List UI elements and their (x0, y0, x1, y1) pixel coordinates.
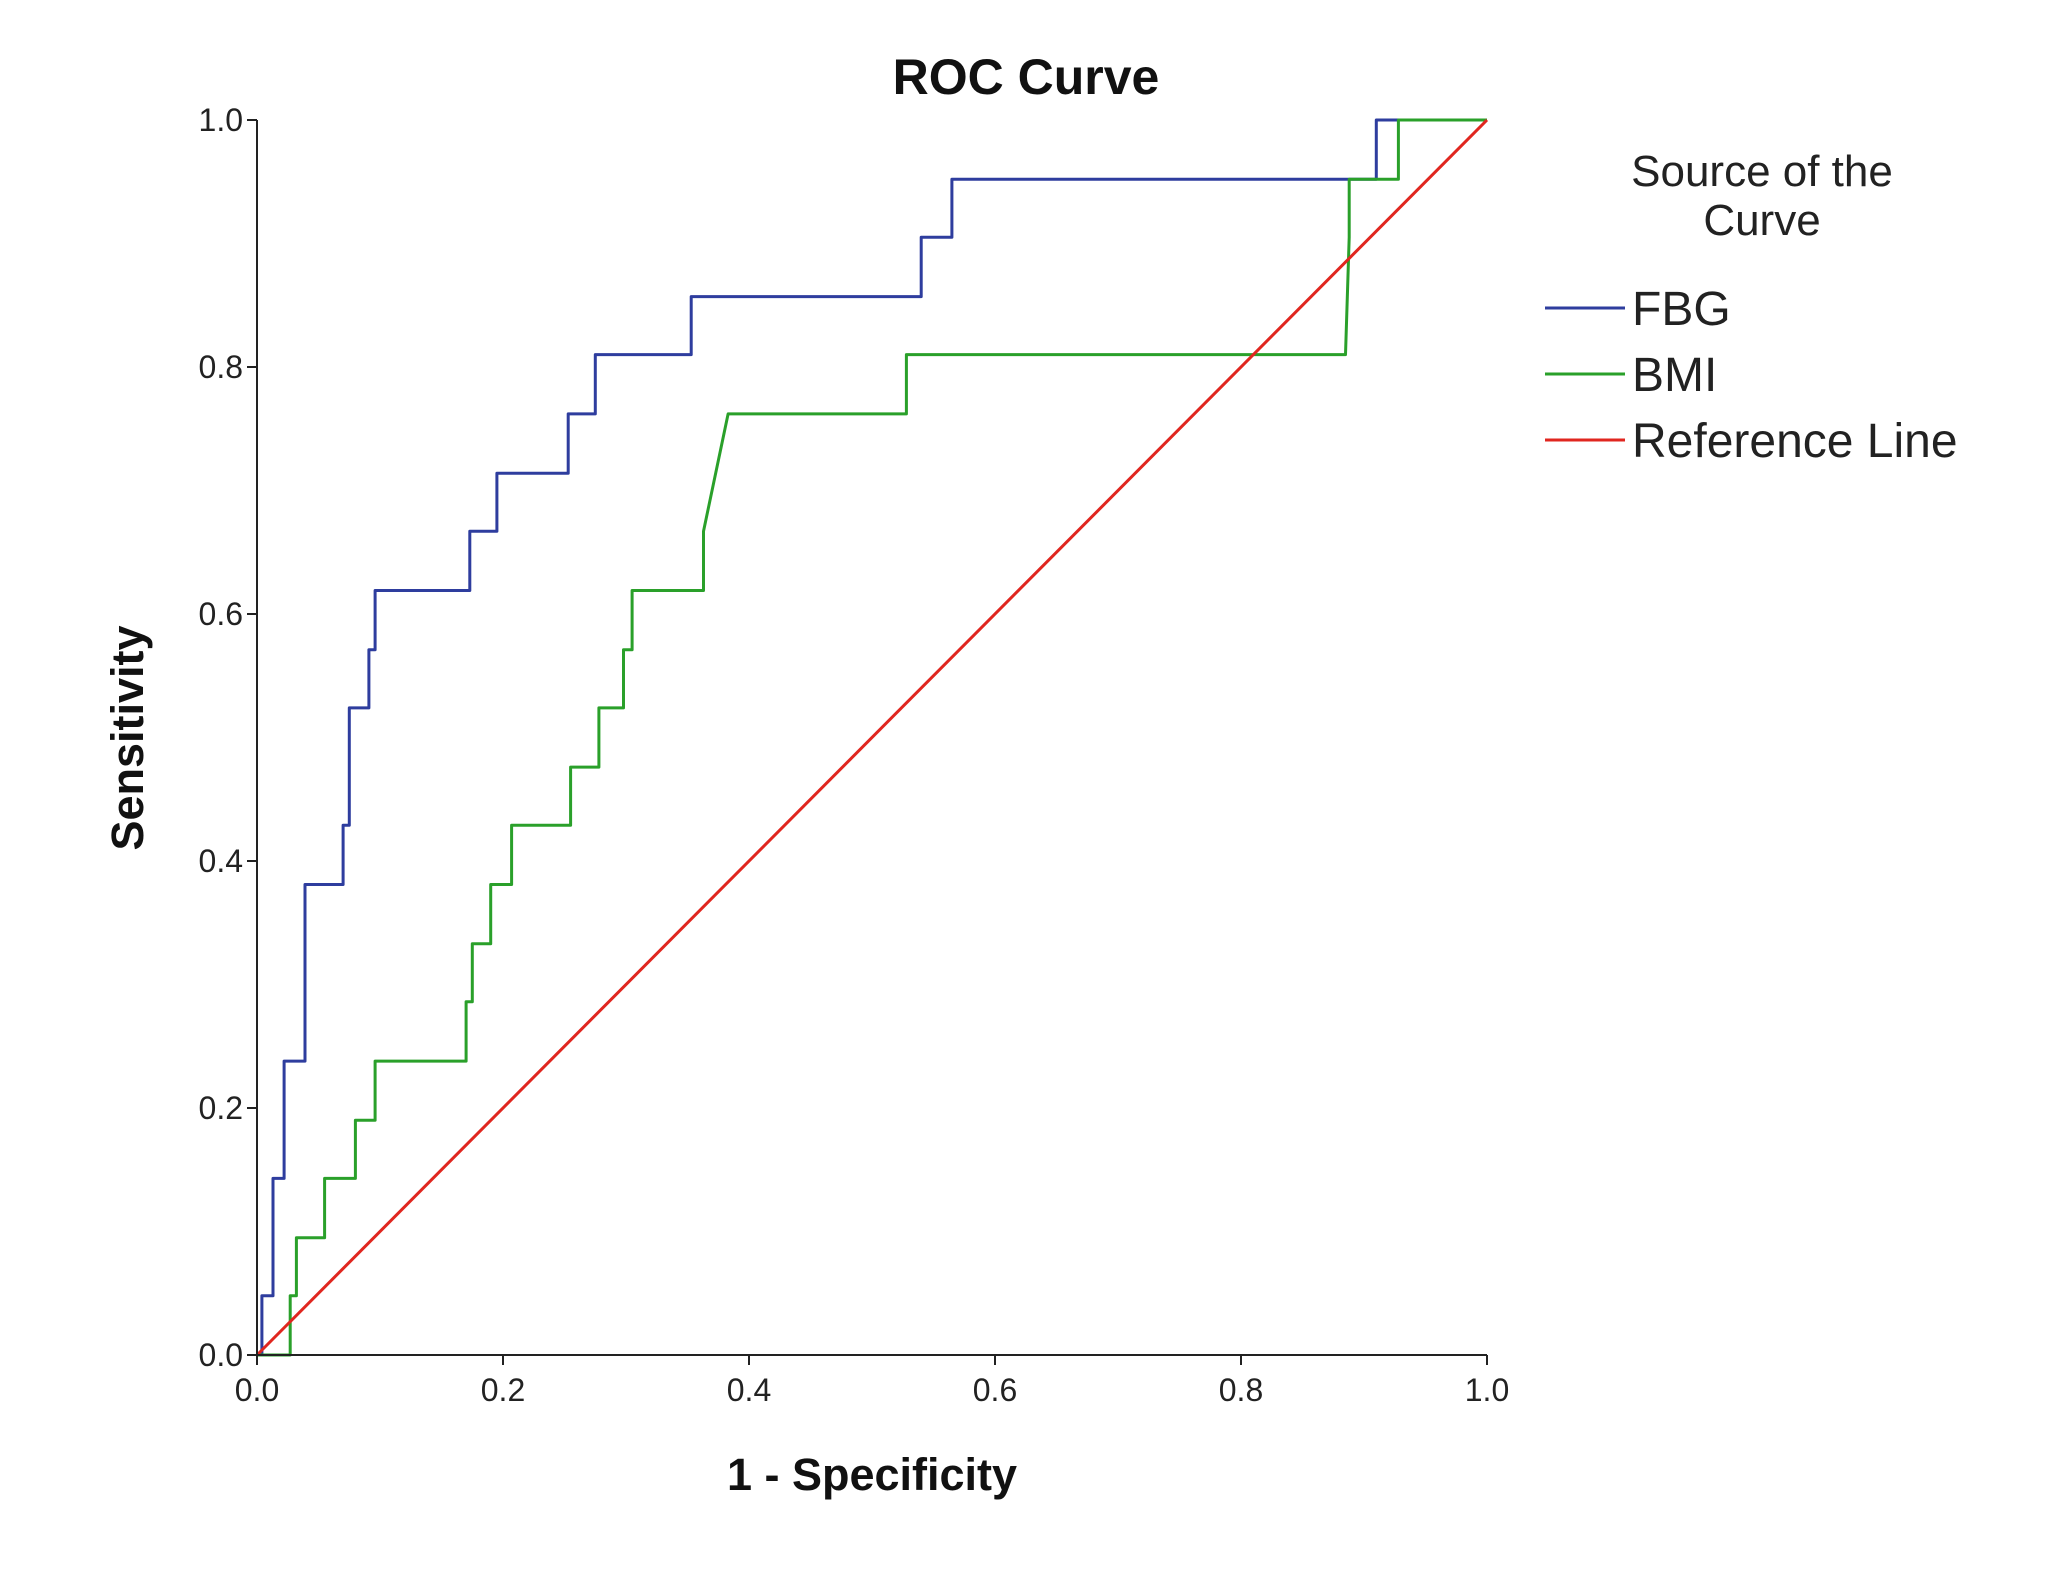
x-tick-label: 0.4 (727, 1372, 771, 1408)
y-ticks: 0.0 0.2 0.4 0.6 0.8 1.0 (199, 102, 257, 1373)
y-tick-label: 0.6 (199, 596, 243, 632)
x-tick-label: 0.6 (973, 1372, 1017, 1408)
legend-title-line-2: Curve (1703, 196, 1820, 245)
x-tick-label: 1.0 (1465, 1372, 1509, 1408)
x-axis-title: 1 - Specificity (727, 1449, 1017, 1500)
y-tick-label: 0.8 (199, 349, 243, 385)
y-tick-label: 0.2 (199, 1090, 243, 1126)
curves (255, 118, 1489, 1357)
y-tick-label: 1.0 (199, 102, 243, 138)
series-line-reference-line (255, 118, 1489, 1357)
series-line-bmi (257, 118, 1487, 1357)
legend-label-reference-line: Reference Line (1632, 415, 1958, 468)
legend-label-fbg: FBG (1632, 283, 1731, 336)
series-line-fbg (257, 118, 1487, 1357)
x-tick-label: 0.2 (481, 1372, 525, 1408)
legend-label-bmi: BMI (1632, 349, 1717, 402)
legend: Source of the Curve FBG BMI Reference Line (1545, 147, 1958, 468)
legend-items: FBG BMI Reference Line (1545, 283, 1958, 468)
plot-area: 0.0 0.2 0.4 0.6 0.8 1.0 0.0 0.2 0.4 0.6 0.8 1.0 (199, 102, 1510, 1408)
y-tick-label: 0.0 (199, 1337, 243, 1373)
y-axis-title: Sensitivity (102, 625, 153, 850)
y-tick-label: 0.4 (199, 843, 243, 879)
x-tick-label: 0.8 (1219, 1372, 1263, 1408)
legend-title-line-1: Source of the (1631, 147, 1893, 196)
x-ticks: 0.0 0.2 0.4 0.6 0.8 1.0 (235, 1355, 1509, 1408)
x-tick-label: 0.0 (235, 1372, 279, 1408)
chart-title: ROC Curve (893, 49, 1160, 105)
